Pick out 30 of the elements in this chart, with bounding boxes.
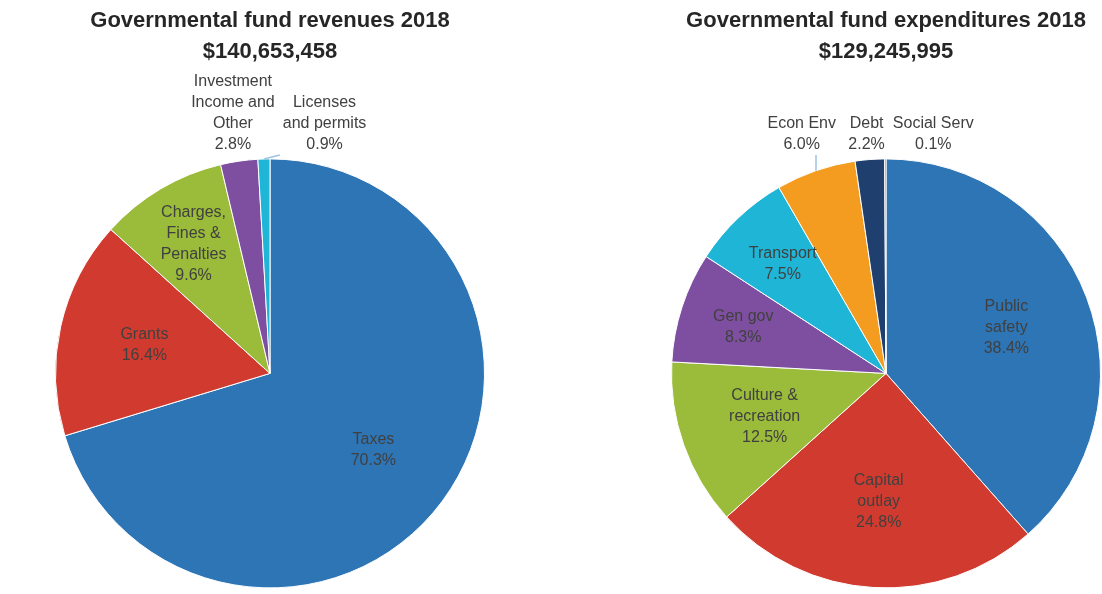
data-label: 16.4%: [121, 346, 168, 364]
slice-label: Transport: [748, 244, 818, 262]
data-label: 38.4%: [983, 339, 1030, 357]
data-label: 8.3%: [724, 327, 762, 345]
data-label: 24.8%: [856, 513, 902, 531]
chart-title: Governmental fund expenditures 2018: [686, 7, 1086, 33]
data-label: 7.5%: [764, 265, 801, 283]
slice-label: Capital outlay: [853, 471, 904, 510]
slice-label: Culture & recreation: [729, 385, 801, 424]
data-label: 2.8%: [214, 134, 252, 152]
slice-label: Public safety: [984, 297, 1029, 336]
slice-label: Debt: [849, 113, 885, 131]
slice-label: Grants: [120, 325, 169, 343]
slice-label: Gen gov: [712, 306, 774, 324]
slice-label: Investment Income and Other: [191, 71, 275, 131]
data-label: 12.5%: [741, 427, 788, 445]
data-label: 70.3%: [350, 450, 397, 468]
slice-label: Econ Env: [767, 113, 836, 131]
chart-subtitle: $129,245,995: [818, 37, 954, 63]
data-label: 2.2%: [848, 134, 885, 152]
data-label: 6.0%: [783, 134, 820, 152]
data-label: 0.1%: [915, 134, 952, 152]
slice-label: Taxes: [352, 429, 395, 447]
slice-label: Licenses and permits: [282, 92, 367, 131]
slice-label: Charges, Fines & Penalties: [160, 203, 227, 263]
chart-subtitle: $140,653,458: [202, 37, 338, 63]
data-label: 0.9%: [306, 134, 343, 152]
data-label: 9.6%: [175, 266, 212, 284]
slice-label: Social Serv: [892, 113, 974, 131]
chart-title: Governmental fund revenues 2018: [90, 7, 450, 33]
